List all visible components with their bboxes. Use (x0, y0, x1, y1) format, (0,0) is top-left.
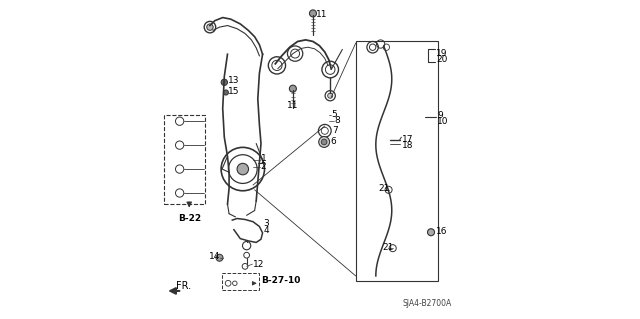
Text: 12: 12 (253, 260, 264, 269)
Circle shape (237, 163, 248, 175)
Text: 10: 10 (437, 117, 449, 126)
Text: 11: 11 (316, 10, 327, 19)
Text: 16: 16 (435, 227, 447, 236)
Text: 14: 14 (209, 252, 220, 261)
Circle shape (319, 137, 330, 147)
Circle shape (321, 139, 327, 145)
Circle shape (207, 24, 213, 30)
Text: FR.: FR. (177, 281, 191, 291)
Text: 8: 8 (334, 116, 340, 125)
Text: 6: 6 (330, 137, 336, 146)
Text: SJA4-B2700A: SJA4-B2700A (403, 299, 452, 308)
Text: 7: 7 (332, 126, 337, 135)
Text: 1: 1 (260, 154, 266, 163)
Text: 17: 17 (402, 135, 413, 144)
Text: 21: 21 (383, 243, 394, 252)
Circle shape (328, 93, 333, 98)
Circle shape (289, 85, 296, 92)
Text: 21: 21 (378, 184, 389, 193)
Text: 3: 3 (263, 219, 269, 228)
Text: 4: 4 (263, 226, 269, 235)
Circle shape (223, 90, 228, 95)
Text: 13: 13 (228, 76, 240, 85)
Circle shape (221, 79, 227, 85)
Text: 9: 9 (437, 111, 443, 120)
Text: 19: 19 (436, 49, 448, 58)
Circle shape (310, 10, 317, 17)
Text: B-22: B-22 (178, 214, 201, 223)
Text: 20: 20 (436, 56, 448, 64)
Text: B-27-10: B-27-10 (261, 276, 300, 285)
Circle shape (216, 254, 223, 261)
Text: 2: 2 (260, 162, 266, 171)
Text: 11: 11 (287, 101, 298, 110)
Text: 18: 18 (402, 141, 413, 150)
Circle shape (428, 229, 435, 236)
Text: 15: 15 (228, 87, 240, 96)
Text: 5: 5 (331, 110, 337, 119)
